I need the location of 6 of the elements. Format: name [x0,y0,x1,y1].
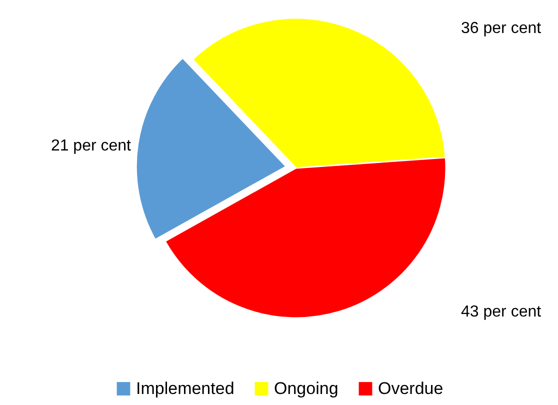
legend-label: Implemented [136,378,234,398]
legend-label: Ongoing [274,378,338,398]
data-label: 36 per cent [461,20,542,38]
data-label: 21 per cent [50,138,132,155]
data-label: 43 per cent [461,304,542,321]
legend-label: Overdue [378,378,444,398]
